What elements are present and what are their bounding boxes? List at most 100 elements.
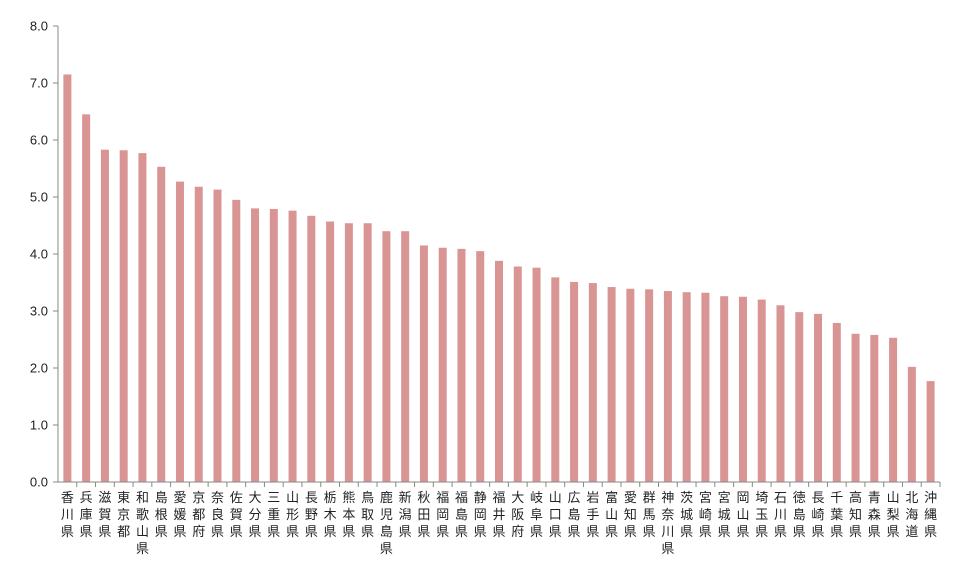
- bar: [776, 305, 785, 482]
- bar: [63, 74, 72, 482]
- bar: [814, 313, 823, 482]
- x-tick-label: 岡山県: [736, 491, 749, 540]
- x-tick-label: 兵庫県: [80, 491, 93, 540]
- bar: [175, 181, 184, 483]
- x-tick-label: 静岡県: [474, 491, 487, 540]
- y-tick-label: 6.0: [30, 133, 48, 148]
- bar: [870, 334, 879, 482]
- x-tick-label: 山形県: [286, 491, 299, 540]
- x-tick-label: 秋田県: [417, 491, 430, 540]
- bar: [607, 287, 616, 482]
- bar: [663, 291, 672, 482]
- bars: [63, 74, 935, 483]
- bar: [476, 251, 485, 482]
- x-tick-label: 群馬県: [643, 491, 656, 540]
- bar: [457, 248, 466, 482]
- x-tick-label: 山梨県: [887, 491, 900, 540]
- bar: [701, 292, 710, 482]
- y-tick-label: 3.0: [30, 304, 48, 319]
- x-tick-label: 長崎県: [812, 491, 825, 540]
- bar: [269, 208, 278, 482]
- bar: [513, 266, 522, 482]
- x-tick-label: 島根県: [155, 491, 168, 540]
- bar: [382, 231, 391, 482]
- y-tick-label: 5.0: [30, 190, 48, 205]
- y-tick-label: 1.0: [30, 418, 48, 433]
- x-tick-label: 青森県: [868, 491, 881, 540]
- bar: [907, 366, 916, 482]
- bar: [100, 149, 109, 482]
- x-tick-label: 鳥取県: [361, 491, 374, 540]
- x-tick-label: 神奈川県: [661, 491, 674, 557]
- bar: [738, 296, 747, 482]
- bar: [232, 199, 241, 482]
- bar: [645, 289, 654, 482]
- bar: [138, 153, 147, 483]
- bar: [326, 221, 335, 482]
- bar: [401, 231, 410, 482]
- x-tick-label: 石川県: [774, 491, 787, 540]
- x-tick-label: 愛知県: [624, 491, 637, 540]
- bar: [495, 260, 503, 482]
- bar: [889, 337, 898, 482]
- x-tick-label: 富山県: [605, 490, 618, 540]
- bar: [926, 381, 935, 482]
- x-tick-label: 山口県: [549, 491, 562, 540]
- x-tick-label: 沖縄県: [924, 491, 937, 540]
- y-axis: 0.0 1.0 2.0 3.0 4.0 5.0 6.0 7.0 8.0: [30, 19, 59, 490]
- bar: [551, 277, 560, 482]
- x-tick-label: 奈良県: [211, 491, 224, 540]
- bar: [307, 215, 316, 482]
- bar: [288, 210, 297, 482]
- y-tick-label: 7.0: [30, 76, 48, 91]
- x-tick-label: 香川県: [61, 491, 74, 540]
- bar: [570, 281, 579, 482]
- x-tick-label: 千葉県: [830, 491, 843, 540]
- bar: [682, 292, 691, 482]
- bar: [157, 166, 166, 483]
- bar: [419, 245, 428, 482]
- x-tick-label: 茨城県: [680, 491, 693, 540]
- x-tick-label: 東京都: [117, 490, 130, 540]
- bar: [720, 296, 729, 482]
- x-tick-label: 徳島県: [793, 491, 806, 540]
- x-tick-label: 大分県: [249, 491, 262, 540]
- x-tick-label: 宮崎県: [699, 490, 712, 540]
- x-tick-label: 福井県: [492, 491, 505, 540]
- x-tick-label: 鹿児島県: [380, 490, 393, 557]
- bar: [588, 283, 597, 482]
- bar: [832, 322, 841, 482]
- bar: [251, 208, 260, 482]
- x-tick-label: 愛媛県: [173, 491, 186, 540]
- x-tick-label: 宮城県: [718, 490, 731, 540]
- x-tick-label: 岩手県: [586, 491, 599, 540]
- x-tick-label: 北海道: [905, 491, 918, 540]
- bar: [757, 299, 766, 482]
- x-tick-label: 和歌山県: [136, 491, 149, 557]
- y-tick-label: 8.0: [30, 19, 48, 34]
- x-tick-label: 広島県: [568, 491, 581, 540]
- x-tick-label: 滋賀県: [98, 491, 111, 540]
- bar: [194, 186, 203, 483]
- x-tick-label: 大阪府: [511, 491, 524, 540]
- x-tick-label: 熊本県: [342, 490, 355, 540]
- x-tick-label: 高知県: [849, 490, 862, 540]
- bar: [119, 150, 128, 482]
- x-tick-label: 三重県: [267, 491, 280, 540]
- bar: [213, 189, 222, 482]
- x-tick-label: 福岡県: [436, 491, 449, 540]
- y-tick-label: 4.0: [30, 247, 48, 262]
- bar: [795, 312, 804, 482]
- x-tick-label: 岐阜県: [530, 491, 543, 540]
- x-tick-label: 京都府: [192, 491, 205, 540]
- y-tick-label: 0.0: [30, 475, 48, 490]
- x-tick-label: 埼玉県: [755, 491, 768, 540]
- x-tick-label: 栃木県: [324, 491, 337, 540]
- bar: [851, 333, 860, 482]
- x-tick-label: 福島県: [455, 491, 468, 540]
- x-tick-label: 佐賀県: [230, 491, 243, 540]
- y-tick-label: 2.0: [30, 361, 48, 376]
- bar: [626, 288, 635, 482]
